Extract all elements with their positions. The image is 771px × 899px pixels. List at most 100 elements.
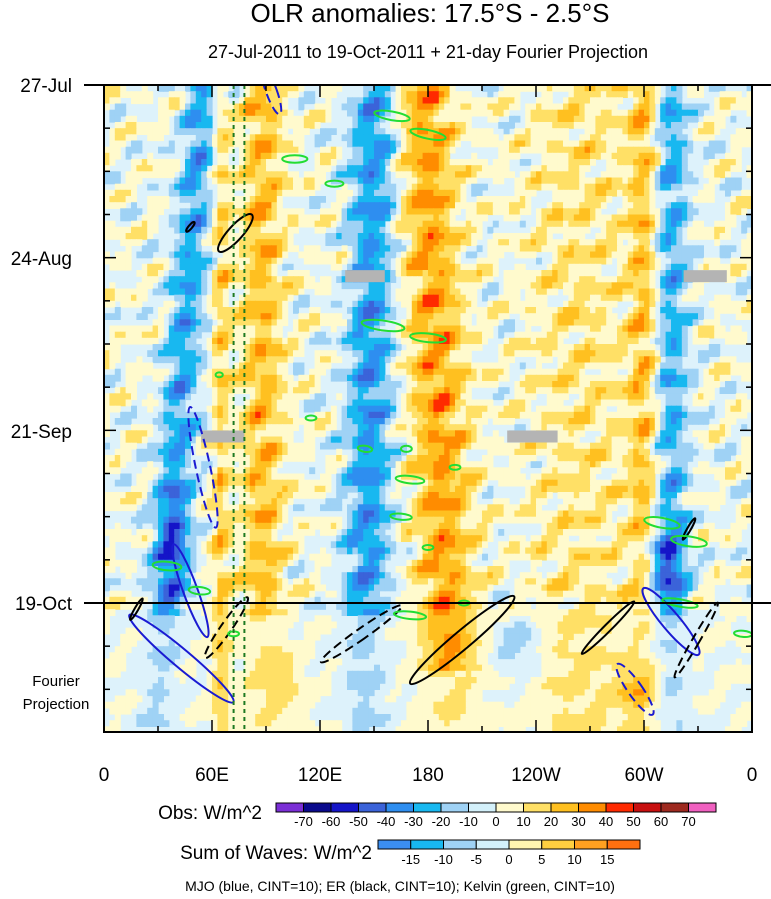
olr-cell [163, 196, 170, 203]
olr-cell [681, 152, 688, 160]
olr-cell [357, 103, 364, 111]
olr-cell [163, 146, 170, 154]
olr-cell [260, 387, 267, 394]
olr-cell [627, 374, 634, 382]
olr-cell [352, 196, 359, 203]
olr-cell [471, 368, 478, 376]
olr-cell [347, 251, 353, 259]
olr-cell [136, 91, 143, 98]
olr-cell [541, 128, 548, 135]
olr-cell [644, 251, 650, 259]
olr-cell [239, 282, 245, 290]
olr-cell [368, 146, 375, 154]
olr-cell [654, 374, 661, 382]
olr-cell [282, 109, 289, 117]
olr-cell [109, 325, 116, 333]
olr-cell [314, 171, 321, 179]
olr-cell [239, 356, 245, 364]
olr-cell [109, 171, 116, 179]
olr-cell [595, 140, 602, 148]
olr-cell [503, 196, 510, 203]
olr-cell [428, 134, 434, 142]
olr-cell [622, 381, 629, 388]
olr-cell [384, 300, 391, 308]
olr-cell [212, 325, 218, 333]
olr-cell [422, 146, 429, 154]
olr-cell [195, 214, 202, 222]
olr-cell [665, 91, 672, 98]
olr-cell [125, 177, 132, 185]
olr-cell [746, 313, 752, 320]
olr-cell [503, 214, 510, 222]
olr-cell [422, 393, 429, 401]
olr-cell [174, 381, 181, 388]
olr-cell [109, 159, 116, 166]
olr-cell [714, 381, 721, 388]
olr-cell [546, 263, 553, 271]
olr-cell [222, 245, 229, 253]
olr-cell [525, 288, 532, 296]
olr-cell [282, 368, 289, 376]
olr-cell [455, 171, 461, 179]
olr-cell [649, 152, 656, 160]
olr-cell [595, 276, 602, 283]
olr-cell [228, 344, 235, 351]
olr-cell [552, 189, 559, 197]
olr-cell [222, 294, 229, 302]
olr-cell [622, 282, 629, 290]
olr-cell [671, 294, 677, 302]
olr-cell [212, 214, 218, 222]
olr-cell [228, 177, 235, 185]
olr-cell [341, 331, 348, 339]
olr-cell [357, 208, 364, 216]
olr-cell [644, 208, 650, 216]
olr-cell [357, 171, 364, 179]
olr-cell [665, 282, 672, 290]
olr-cell [347, 208, 353, 216]
olr-cell [460, 177, 467, 185]
olr-cell [617, 233, 623, 240]
olr-cell [460, 171, 467, 179]
olr-cell [363, 239, 370, 246]
olr-cell [557, 171, 564, 179]
olr-cell [228, 276, 235, 283]
olr-cell [222, 214, 229, 222]
olr-cell [152, 263, 159, 271]
olr-cell [714, 159, 721, 166]
olr-cell [573, 91, 580, 98]
olr-cell [276, 313, 283, 320]
olr-cell [590, 208, 596, 216]
olr-cell [212, 171, 218, 179]
olr-cell [476, 257, 483, 265]
olr-cell [217, 313, 224, 320]
olr-cell [595, 405, 602, 413]
olr-cell [546, 368, 553, 376]
olr-cell [514, 239, 521, 246]
olr-cell [287, 399, 294, 407]
olr-cell [730, 177, 737, 185]
olr-cell [195, 276, 202, 283]
olr-cell [487, 134, 494, 142]
olr-cell [104, 257, 110, 265]
olr-cell [287, 85, 294, 92]
olr-cell [557, 208, 564, 216]
olr-cell [503, 233, 510, 240]
olr-cell [298, 387, 305, 394]
olr-cell [465, 399, 472, 407]
olr-cell [676, 103, 683, 111]
olr-cell [638, 257, 645, 265]
olr-cell [228, 337, 235, 345]
olr-cell [152, 239, 159, 246]
olr-cell [104, 165, 110, 172]
olr-cell [438, 294, 445, 302]
olr-cell [519, 159, 526, 166]
olr-cell [255, 282, 262, 290]
olr-cell [222, 263, 229, 271]
olr-cell [687, 103, 694, 111]
olr-cell [244, 109, 251, 117]
olr-cell [179, 183, 186, 191]
olr-cell [600, 307, 607, 314]
olr-cell [568, 245, 575, 253]
olr-cell [266, 313, 272, 320]
olr-cell [185, 319, 191, 327]
